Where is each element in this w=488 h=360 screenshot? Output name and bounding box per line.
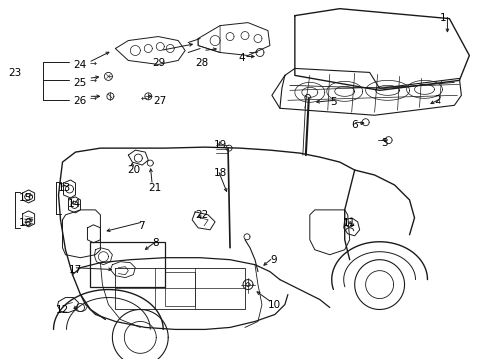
Text: 12: 12: [56, 305, 69, 315]
Text: 2: 2: [433, 95, 440, 105]
Text: 18: 18: [214, 168, 227, 178]
Text: →: →: [89, 94, 96, 103]
Text: 27: 27: [153, 96, 166, 106]
Text: ←: ←: [140, 94, 147, 103]
Text: 8: 8: [152, 238, 159, 248]
Text: 9: 9: [269, 255, 276, 265]
Text: 7: 7: [138, 221, 144, 231]
Text: 1: 1: [439, 13, 445, 23]
Text: 3: 3: [381, 138, 387, 148]
Text: 29: 29: [152, 58, 165, 68]
Text: 23: 23: [9, 68, 22, 78]
Bar: [90, 242, 165, 287]
Text: 15: 15: [19, 193, 32, 203]
Text: 25: 25: [73, 78, 86, 89]
Text: 11: 11: [342, 218, 355, 228]
Text: 20: 20: [127, 165, 140, 175]
Text: 26: 26: [73, 96, 86, 106]
Text: 5: 5: [329, 97, 336, 107]
Text: 10: 10: [267, 300, 281, 310]
Text: 4: 4: [238, 54, 244, 63]
Text: 24: 24: [73, 60, 86, 71]
Text: 21: 21: [148, 183, 161, 193]
Text: 28: 28: [195, 58, 208, 68]
Text: →: →: [89, 59, 96, 68]
Text: 13: 13: [58, 183, 71, 193]
Text: 6: 6: [351, 120, 358, 130]
Text: 19: 19: [214, 140, 227, 150]
Text: 14: 14: [67, 199, 81, 209]
Text: 17: 17: [68, 265, 81, 275]
Text: →: →: [89, 76, 96, 85]
Text: 22: 22: [195, 210, 208, 220]
Text: 16: 16: [19, 218, 32, 228]
